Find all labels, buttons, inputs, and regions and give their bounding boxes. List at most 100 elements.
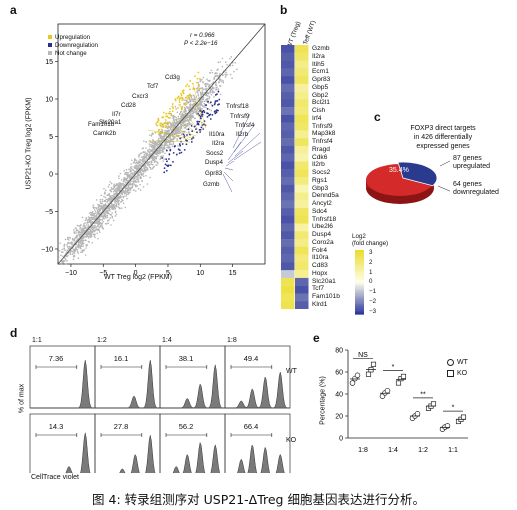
scatter-point bbox=[133, 160, 136, 163]
scatter-point bbox=[219, 85, 221, 87]
scatter-point bbox=[71, 253, 74, 256]
heatmap-cell bbox=[295, 200, 309, 209]
scatter-point bbox=[202, 96, 205, 99]
legend-gradient-step bbox=[355, 267, 364, 270]
flow-percent-value: 27.8 bbox=[113, 422, 129, 431]
scatter-point bbox=[93, 235, 96, 237]
scatter-point bbox=[128, 189, 130, 191]
scatter-point bbox=[109, 206, 112, 209]
scatter-point bbox=[109, 210, 111, 212]
heatmap-cell bbox=[295, 153, 309, 162]
scatter-point-up bbox=[169, 110, 171, 113]
scatter-point bbox=[152, 141, 154, 144]
scatter-point bbox=[94, 226, 96, 229]
scatter-point bbox=[108, 193, 110, 196]
heatmap-cell bbox=[281, 301, 295, 309]
scatter-point bbox=[216, 86, 218, 89]
scatter-point bbox=[131, 183, 134, 185]
scatter-point bbox=[191, 123, 193, 125]
scatter-point bbox=[136, 181, 138, 183]
scatter-point bbox=[204, 98, 207, 101]
scatter-point bbox=[211, 89, 214, 92]
scatter-point bbox=[143, 155, 145, 158]
scatter-point bbox=[104, 222, 107, 225]
scatter-point bbox=[76, 249, 79, 251]
scatter-point bbox=[111, 216, 114, 219]
heatmap-cell bbox=[295, 215, 309, 224]
scatter-point bbox=[158, 151, 160, 154]
scatter-point bbox=[197, 94, 200, 96]
heatmap-gene-label: Dennd5a bbox=[312, 192, 339, 200]
scatter-point-down bbox=[173, 145, 176, 148]
scatter-point bbox=[125, 178, 127, 181]
flow-percent-value: 14.3 bbox=[48, 422, 64, 431]
heatmap-cell bbox=[281, 60, 295, 69]
legend-gradient-step bbox=[355, 297, 364, 300]
scatter-point bbox=[104, 216, 107, 219]
scatter-point bbox=[152, 139, 155, 141]
scatter-point bbox=[162, 155, 164, 157]
scatter-point bbox=[128, 191, 131, 194]
scatter-point bbox=[164, 129, 166, 132]
scatter-point bbox=[98, 222, 101, 225]
scatter-point bbox=[142, 175, 145, 178]
legend-gradient-step bbox=[355, 288, 364, 291]
scatter-point bbox=[61, 248, 64, 251]
scatter-point-down bbox=[214, 110, 216, 113]
scatter-point bbox=[219, 61, 222, 63]
scatter-point-down bbox=[167, 164, 170, 167]
scatter-point bbox=[136, 166, 138, 168]
scatter-point bbox=[129, 170, 132, 173]
legend-gradient-step bbox=[355, 280, 364, 283]
scatter-point bbox=[123, 191, 125, 194]
legend-gradient-step bbox=[355, 269, 364, 272]
scatter-point bbox=[89, 236, 92, 238]
gene-label-gpr83: Gpr83 bbox=[205, 170, 223, 177]
scatter-point bbox=[217, 68, 219, 70]
scatter-point bbox=[194, 111, 196, 114]
scatter-point bbox=[114, 202, 116, 204]
heatmap-cell bbox=[281, 177, 295, 185]
legend-gradient-step bbox=[355, 282, 364, 285]
heatmap-cell bbox=[281, 239, 295, 248]
scatter-point bbox=[143, 140, 145, 142]
scatter-point bbox=[107, 222, 110, 224]
scatter-point bbox=[64, 238, 67, 241]
scatter-point bbox=[116, 193, 118, 195]
scatter-point bbox=[99, 200, 101, 203]
heatmap-gene-label: Il2ra bbox=[312, 52, 325, 60]
scatter-point bbox=[114, 207, 117, 210]
legend-gradient-step bbox=[355, 293, 364, 296]
scatter-point bbox=[214, 72, 217, 74]
scatter-point-up bbox=[158, 128, 160, 131]
scatter-point-up bbox=[157, 119, 160, 122]
legend-gradient-step bbox=[355, 252, 364, 255]
scatter-point bbox=[196, 87, 199, 89]
legend-gradient-step bbox=[355, 305, 364, 309]
scatter-point bbox=[180, 110, 183, 113]
scatter-point-down bbox=[172, 160, 174, 163]
scatter-point bbox=[101, 225, 104, 227]
scatter-point bbox=[125, 168, 128, 171]
dot-x-tick-label: 1:1 bbox=[448, 447, 458, 454]
scatter-point-up bbox=[168, 117, 171, 119]
heatmap-cell bbox=[295, 285, 309, 294]
scatter-point bbox=[106, 194, 108, 197]
scatter-point bbox=[79, 224, 82, 226]
scatter-point bbox=[85, 217, 87, 219]
scatter-point bbox=[186, 123, 189, 125]
scatter-point bbox=[114, 184, 116, 187]
scatter-point bbox=[130, 163, 132, 165]
y-tick-label: 10 bbox=[45, 97, 53, 104]
scatter-point-up bbox=[161, 124, 164, 127]
scatter-point bbox=[201, 86, 204, 89]
scatter-point bbox=[208, 108, 211, 111]
scatter-point bbox=[110, 199, 112, 202]
dot-plot: 0 20 40 60 80 1:8 NS 1:4 * 1:2 ** 1:1 * bbox=[335, 348, 468, 454]
scatter-point-up bbox=[183, 99, 186, 101]
flow-histogram-curve bbox=[172, 441, 221, 473]
scatter-point bbox=[168, 130, 170, 132]
heatmap-gene-label: Gbp3 bbox=[312, 184, 329, 192]
scatter-point bbox=[100, 224, 102, 227]
scatter-point bbox=[153, 165, 155, 168]
